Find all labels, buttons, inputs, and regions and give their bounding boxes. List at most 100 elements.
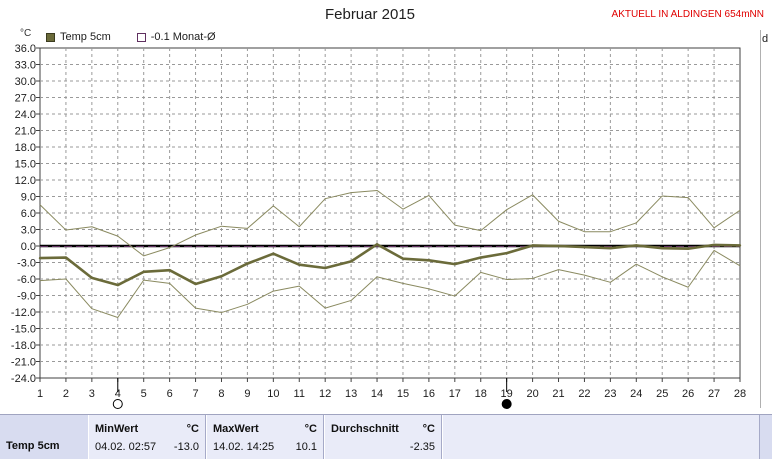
stats-max-time: 14.02. 14:25: [213, 441, 275, 453]
stats-avg-cell: Durchschnitt °C -2.35: [324, 415, 442, 459]
stats-min-cell: MinWert °C 04.02. 02:57 -13.0: [88, 415, 206, 459]
stats-max-header: MaxWert: [213, 423, 259, 435]
x-tick-label: 16: [423, 388, 435, 400]
data-point-temp: [323, 266, 327, 270]
legend-item-temp[interactable]: Temp 5cm: [46, 31, 111, 43]
y-tick-label: -3.0: [17, 258, 36, 270]
data-point-temp: [90, 276, 94, 280]
x-tick-label: 25: [656, 388, 668, 400]
x-tick-label: 13: [345, 388, 357, 400]
legend-item-mean[interactable]: -0.1 Monat-Ø: [136, 31, 216, 43]
y-tick-label: 3.0: [21, 225, 36, 237]
moon-new-icon: [112, 399, 123, 409]
legend-label-temp: Temp 5cm: [60, 31, 111, 43]
y-tick-label: -9.0: [17, 291, 36, 303]
y-tick-label: 0.0: [21, 241, 36, 253]
stats-avg-value: -2.35: [409, 441, 435, 453]
stats-min-unit: °C: [186, 423, 199, 435]
y-tick-label: 15.0: [15, 159, 36, 171]
side-panel-label: d: [762, 33, 769, 45]
data-point-temp: [349, 260, 353, 263]
moon-full-icon: [501, 399, 512, 409]
data-point-temp: [142, 270, 145, 274]
x-tick-label: 1: [37, 388, 43, 400]
stats-max-value: 10.1: [295, 441, 317, 453]
y-tick-label: -15.0: [11, 324, 36, 336]
x-tick-label: 28: [734, 388, 746, 400]
data-point-temp: [738, 244, 742, 247]
stats-min-value: -13.0: [173, 441, 199, 453]
temperature-chart: °C36.033.030.027.024.021.018.015.012.09.…: [11, 28, 746, 409]
y-tick-label: 27.0: [15, 93, 36, 105]
x-tick-label: 10: [267, 388, 279, 400]
y-tick-label: -12.0: [11, 307, 36, 319]
data-point-temp: [427, 259, 431, 262]
data-point-temp: [583, 245, 586, 249]
y-tick-label: 30.0: [15, 76, 36, 88]
x-tick-label: 20: [526, 388, 538, 400]
y-tick-label: 12.0: [15, 175, 36, 187]
data-point-temp: [712, 243, 716, 247]
data-point-temp: [531, 244, 534, 247]
stats-max-unit: °C: [304, 423, 317, 435]
stats-avg-unit: °C: [422, 423, 435, 435]
x-tick-label: 24: [630, 388, 642, 400]
x-tick-label: 22: [578, 388, 590, 400]
x-tick-label: 19: [501, 388, 513, 400]
x-tick-label: 6: [167, 388, 173, 400]
stats-avg-header: Durchschnitt: [331, 423, 399, 435]
data-point-temp: [375, 243, 379, 246]
data-point-temp: [609, 247, 612, 250]
x-tick-label: 27: [708, 388, 720, 400]
x-tick-label: 12: [319, 388, 331, 400]
stats-min-time: 04.02. 02:57: [95, 441, 157, 453]
y-tick-label: 36.0: [15, 43, 36, 55]
stats-row-label: Temp 5cm: [6, 440, 60, 452]
data-point-temp: [635, 244, 638, 247]
data-point-temp: [246, 262, 249, 265]
stats-max-cell: MaxWert °C 14.02. 14:25 10.1: [206, 415, 324, 459]
data-point-temp: [505, 251, 508, 255]
statistics-bar: Temp 5cm MinWert °C 04.02. 02:57 -13.0 M…: [0, 414, 772, 459]
x-tick-label: 26: [682, 388, 694, 400]
data-point-temp: [686, 247, 690, 250]
x-tick-label: 14: [371, 388, 383, 400]
x-tick-label: 17: [449, 388, 461, 400]
x-tick-label: 5: [141, 388, 147, 400]
y-tick-label: -24.0: [11, 373, 36, 385]
status-label: AKTUELL IN ALDINGEN 654mNN: [611, 9, 764, 20]
x-tick-label: 18: [475, 388, 487, 400]
y-tick-label: -21.0: [11, 357, 36, 369]
x-tick-label: 2: [63, 388, 69, 400]
series-line-temp: [39, 243, 741, 287]
stats-min-header: MinWert: [95, 423, 139, 435]
data-point-temp: [557, 244, 560, 248]
x-tick-label: 4: [115, 388, 121, 400]
x-tick-label: 15: [397, 388, 409, 400]
side-panel: [760, 30, 772, 408]
legend-swatch-temp: [46, 32, 55, 42]
data-point-temp: [272, 252, 275, 255]
y-tick-label: -18.0: [11, 340, 36, 352]
data-point-temp: [64, 256, 68, 259]
data-point-temp: [116, 283, 119, 287]
x-tick-label: 23: [604, 388, 616, 400]
y-tick-label: 21.0: [15, 126, 36, 138]
y-tick-label: -6.0: [17, 274, 36, 286]
data-point-temp: [168, 269, 171, 272]
y-tick-label: 9.0: [21, 192, 36, 204]
data-point-temp: [298, 263, 301, 266]
legend-swatch-mean: [136, 32, 146, 42]
y-tick-label: 33.0: [15, 60, 36, 72]
chart-title: Februar 2015: [324, 6, 416, 23]
data-point-temp: [661, 247, 664, 250]
y-tick-label: 6.0: [21, 208, 36, 220]
x-tick-label: 9: [244, 388, 250, 400]
x-tick-label: 8: [218, 388, 224, 400]
x-tick-label: 3: [89, 388, 95, 400]
series-line-max: [39, 189, 741, 257]
data-point-temp: [479, 256, 482, 259]
legend: Temp 5cm -0.1 Monat-Ø: [46, 31, 216, 43]
y-axis-unit: °C: [20, 28, 31, 39]
series-line-min: [39, 249, 741, 318]
